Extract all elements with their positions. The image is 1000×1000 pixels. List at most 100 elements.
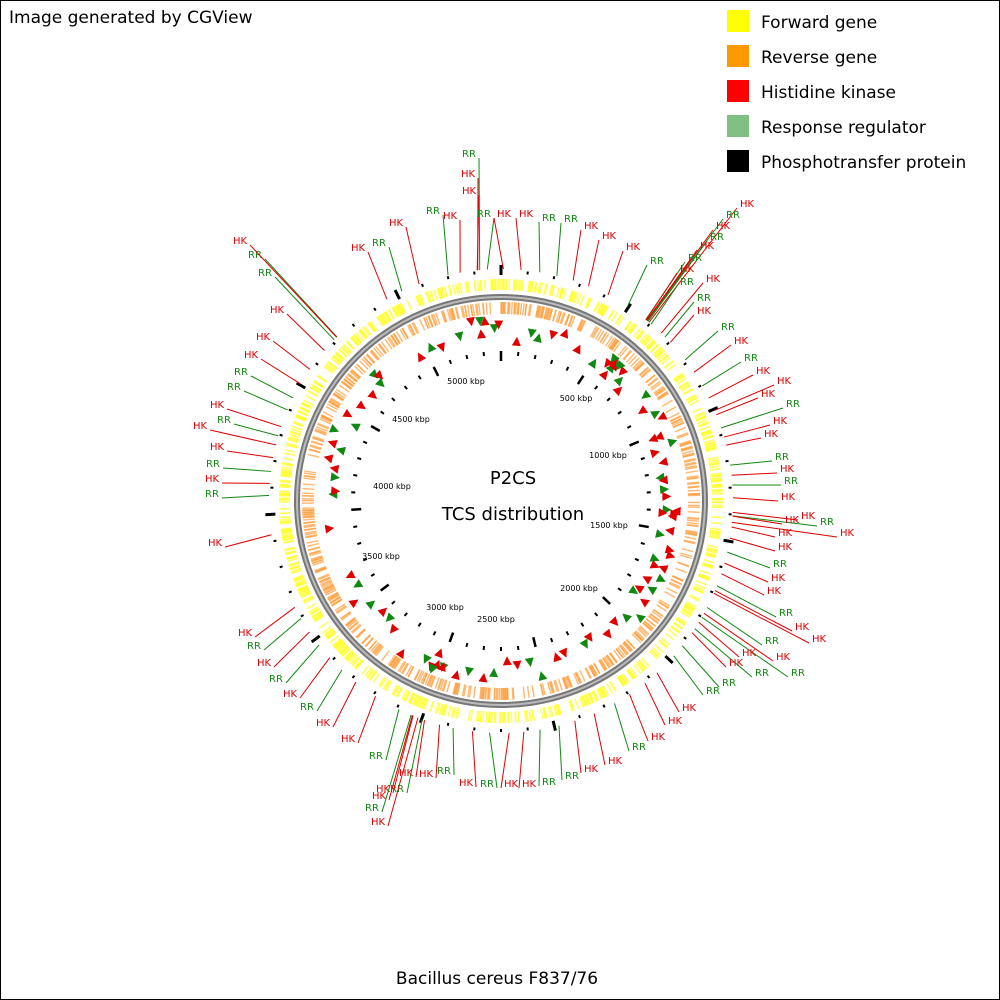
forward-gene <box>657 352 667 361</box>
forward-gene <box>436 288 442 300</box>
forward-gene <box>279 480 291 484</box>
reverse-gene <box>345 376 356 385</box>
forward-gene <box>692 407 703 414</box>
forward-gene <box>528 709 532 722</box>
forward-gene <box>292 574 304 580</box>
outer-tick <box>683 636 687 640</box>
forward-gene <box>289 564 301 570</box>
reverse-gene <box>656 604 668 612</box>
inner-tick <box>432 631 437 636</box>
scale-label: 4500 kbp <box>392 415 430 424</box>
leader-line <box>698 621 740 658</box>
forward-gene <box>479 279 482 292</box>
reverse-gene <box>488 687 491 700</box>
forward-gene <box>403 690 410 701</box>
leader-line <box>607 250 624 296</box>
forward-gene <box>279 515 291 519</box>
outer-tick <box>719 433 723 437</box>
reverse-gene <box>609 652 618 664</box>
reverse-gene <box>687 516 700 520</box>
forward-gene <box>708 460 720 465</box>
reverse-gene <box>437 678 443 691</box>
leader-line <box>299 657 331 699</box>
forward-gene <box>333 354 343 364</box>
forward-gene <box>289 431 301 437</box>
reverse-gene <box>400 662 409 674</box>
reverse-gene <box>593 662 601 674</box>
reverse-gene <box>681 450 694 455</box>
tcs-marker <box>524 657 534 667</box>
reverse-gene <box>440 310 446 323</box>
forward-gene <box>425 291 431 303</box>
feature-label: RR <box>300 702 314 713</box>
feature-label: RR <box>365 803 379 814</box>
forward-gene <box>640 334 650 345</box>
forward-gene <box>394 305 402 316</box>
tcs-marker <box>649 560 660 569</box>
reverse-gene <box>686 477 699 481</box>
reverse-gene <box>317 573 330 580</box>
reverse-gene <box>682 453 695 458</box>
reverse-gene <box>687 482 700 486</box>
forward-gene <box>290 430 301 436</box>
forward-gene <box>683 604 695 612</box>
reverse-gene <box>681 547 694 553</box>
reverse-gene <box>364 637 375 648</box>
tcs-marker <box>641 389 652 399</box>
forward-gene <box>377 676 386 687</box>
forward-gene <box>539 708 544 720</box>
forward-gene <box>650 648 660 658</box>
inner-tick <box>576 374 585 385</box>
feature-label: HK <box>205 474 220 485</box>
tcs-marker <box>429 663 438 674</box>
forward-gene <box>443 286 448 298</box>
outer-tick <box>351 323 356 327</box>
forward-gene <box>366 668 375 679</box>
inner-tick <box>580 622 585 627</box>
reverse-gene <box>441 679 447 692</box>
forward-gene <box>355 332 365 342</box>
feature-label: RR <box>765 636 779 647</box>
forward-gene <box>704 441 716 447</box>
forward-gene <box>284 452 296 457</box>
forward-gene <box>385 680 393 692</box>
reverse-gene <box>326 403 339 411</box>
leader-line <box>703 612 774 662</box>
reverse-gene <box>547 308 552 321</box>
forward-gene <box>694 583 706 590</box>
reverse-gene <box>655 388 667 397</box>
reverse-gene <box>557 311 563 324</box>
forward-gene <box>652 346 662 356</box>
feature-label: HK <box>341 734 356 745</box>
reverse-gene <box>303 520 316 524</box>
tcs-marker <box>549 329 559 340</box>
credit: Image generated by CGView <box>9 8 253 28</box>
feature-label: RR <box>390 784 404 795</box>
reverse-gene <box>439 678 445 691</box>
tcs-marker <box>478 672 488 683</box>
forward-gene <box>676 616 687 624</box>
reverse-gene <box>307 453 320 458</box>
forward-gene <box>682 388 694 396</box>
forward-gene <box>579 294 585 306</box>
forward-gene <box>317 374 328 383</box>
forward-gene <box>323 627 334 636</box>
forward-gene <box>568 290 574 302</box>
reverse-gene <box>416 670 423 682</box>
feature-label: HK <box>785 515 800 526</box>
reverse-gene <box>393 333 401 344</box>
reverse-gene <box>536 305 541 318</box>
reverse-gene <box>304 470 317 474</box>
reverse-gene <box>482 302 485 315</box>
forward-gene <box>705 551 717 556</box>
reverse-gene <box>685 466 698 470</box>
reverse-gene <box>340 611 351 620</box>
reverse-gene <box>322 411 335 418</box>
reverse-gene <box>355 628 366 638</box>
reverse-gene <box>332 393 344 401</box>
tcs-marker <box>329 464 340 474</box>
feature-label: RR <box>784 476 798 487</box>
feature-label: HK <box>767 586 782 597</box>
reverse-gene <box>589 325 597 338</box>
forward-gene <box>673 621 684 630</box>
